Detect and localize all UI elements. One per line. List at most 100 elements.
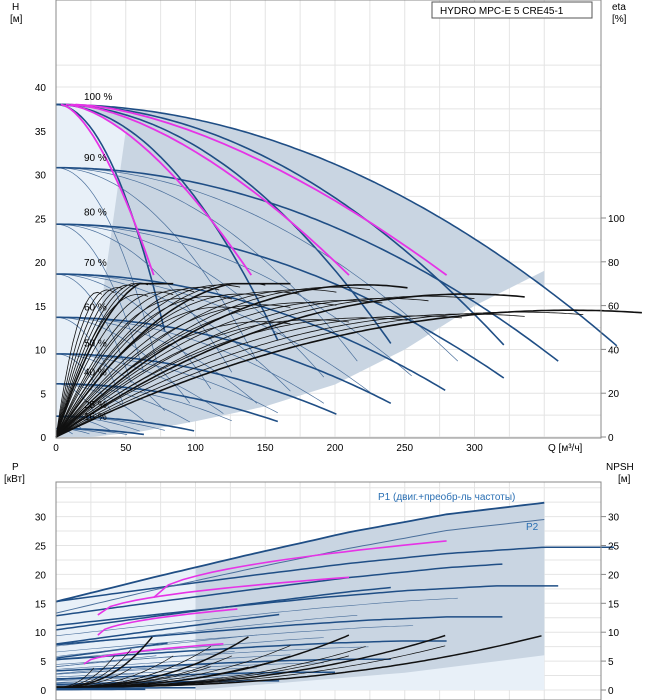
head-curve xyxy=(56,167,459,362)
title-box xyxy=(431,1,593,19)
bottom-ylabel-1: P xyxy=(12,462,19,473)
efficiency-curve xyxy=(55,311,584,438)
magenta-limit-curve xyxy=(70,103,350,276)
power-curve xyxy=(55,616,503,646)
efficiency-curve xyxy=(55,306,241,438)
bottom-y-tick-label: 25 xyxy=(35,542,47,553)
magenta-power-curve xyxy=(83,643,224,665)
magenta-power-curve xyxy=(153,540,447,599)
head-curve xyxy=(55,223,145,373)
head-curve xyxy=(56,223,325,378)
top-y-tick-label: 15 xyxy=(35,302,47,313)
efficiency-curve xyxy=(55,284,241,438)
speed-label: 80 % xyxy=(84,207,107,218)
head-curve xyxy=(55,167,157,362)
top-x-tick-label: 100 xyxy=(187,443,204,454)
efficiency-curve xyxy=(55,291,103,438)
power-curve xyxy=(55,613,280,645)
bottom-curves xyxy=(55,501,614,691)
npsh-curve xyxy=(56,666,249,688)
magenta-limit-curve xyxy=(75,103,448,276)
speed-label: 100 % xyxy=(84,92,112,103)
head-curve xyxy=(56,223,505,379)
bottom-y-tick-label: 20 xyxy=(35,570,47,581)
top-y2-tick-label: 0 xyxy=(608,433,614,444)
head-curve xyxy=(56,103,618,347)
bottom-y2-tick-label: 0 xyxy=(608,686,614,697)
head-curve xyxy=(55,353,166,411)
top-x-tick-label: 300 xyxy=(466,443,483,454)
bottom-y2label-2: [м] xyxy=(618,474,631,485)
top-x-tick-label: 50 xyxy=(120,443,132,454)
bottom-panel: 0 5 10 15 20 25 30 0 5 10 15 20 25 30 P [кВт] NPSH [м… xyxy=(4,462,634,700)
head-curve xyxy=(56,223,412,377)
p2-annotation: P2 xyxy=(526,522,539,533)
bottom-y2-tick-label: 20 xyxy=(608,570,620,581)
head-curve xyxy=(55,103,279,341)
top-y-tick-label: 10 xyxy=(35,346,47,357)
bottom-y2-tick-label: 10 xyxy=(608,628,620,639)
power-curve xyxy=(55,667,257,678)
top-y2label-2: [%] xyxy=(612,14,627,25)
top-x-tick-label: Q [м³/ч] xyxy=(548,443,583,454)
efficiency-curve xyxy=(55,298,429,438)
top-curves: 100 % 90 % 80 % 70 % 60 % 50 % 40 % 25 %16 % xyxy=(55,92,642,438)
power-curve xyxy=(55,546,614,603)
bottom-y-tick-label: 30 xyxy=(35,513,47,524)
efficiency-curve xyxy=(55,304,291,438)
speed-label: 50 % xyxy=(84,339,107,350)
bottom-y-tick-label: 5 xyxy=(40,657,46,668)
efficiency-curve xyxy=(55,284,408,438)
bottom-y-tick-label: 15 xyxy=(35,599,47,610)
speed-label: 90 % xyxy=(84,153,107,164)
head-curve xyxy=(56,103,505,346)
power-curve xyxy=(55,585,559,627)
top-x-tick-label: 250 xyxy=(396,443,413,454)
efficiency-curve xyxy=(55,291,299,438)
bottom-y2-tick-label: 25 xyxy=(608,542,620,553)
power-curve xyxy=(55,662,324,675)
bottom-y-tick-label: 10 xyxy=(35,628,47,639)
p1-annotation: P1 (двиг.+преобр-ль частоты) xyxy=(378,491,515,503)
efficiency-curve xyxy=(55,283,266,438)
power-curve xyxy=(55,637,324,660)
head-curve xyxy=(56,273,371,393)
chart-title: HYDRO MPC-E 5 CRE45-1 xyxy=(440,6,564,17)
efficiency-curve xyxy=(55,286,220,438)
head-curve xyxy=(55,273,212,390)
efficiency-curve xyxy=(55,287,124,438)
top-x-tick-label: 150 xyxy=(257,443,274,454)
efficiency-curve xyxy=(55,283,149,438)
speed-label: 70 % xyxy=(84,258,107,269)
power-curve xyxy=(55,654,291,670)
top-panel: 100 % 90 % 80 % 70 % 60 % 50 % 40 % 25 %16 % 0 5… xyxy=(10,0,642,454)
bottom-frame xyxy=(55,481,602,700)
top-y-tick-label: 0 xyxy=(40,433,46,444)
bottom-region-main xyxy=(195,502,545,690)
top-y-tick-label: 20 xyxy=(35,258,47,269)
top-y-tick-label: 40 xyxy=(35,83,47,94)
efficiency-curve xyxy=(55,309,642,438)
speed-label: 16 % xyxy=(84,412,107,423)
efficiency-curve xyxy=(55,298,195,438)
head-curve xyxy=(56,316,324,404)
top-y2-tick-label: 80 xyxy=(608,258,620,269)
top-y-tick-label: 35 xyxy=(35,127,47,138)
top-y2label-1: eta xyxy=(612,2,626,13)
efficiency-curve xyxy=(55,284,136,438)
top-ylabel-1: H xyxy=(12,2,19,13)
top-x-tick-label: 0 xyxy=(53,443,59,454)
power-curve xyxy=(56,687,196,690)
bottom-tick-labels: 0 5 10 15 20 25 30 0 5 10 15 20 25 30 xyxy=(35,513,620,697)
p2-curve xyxy=(55,519,545,614)
bottom-y2-tick-label: 5 xyxy=(608,657,614,668)
magenta-limit-curve xyxy=(65,103,253,276)
bottom-y2-tick-label: 15 xyxy=(608,599,620,610)
magenta-power-curve xyxy=(97,576,350,616)
head-curve xyxy=(55,103,166,332)
efficiency-curve xyxy=(55,319,349,438)
bottom-y2label-1: NPSH xyxy=(606,462,634,473)
efficiency-curve xyxy=(55,315,462,438)
speed-label: 25 % xyxy=(84,400,107,411)
speed-label: 40 % xyxy=(84,367,107,378)
